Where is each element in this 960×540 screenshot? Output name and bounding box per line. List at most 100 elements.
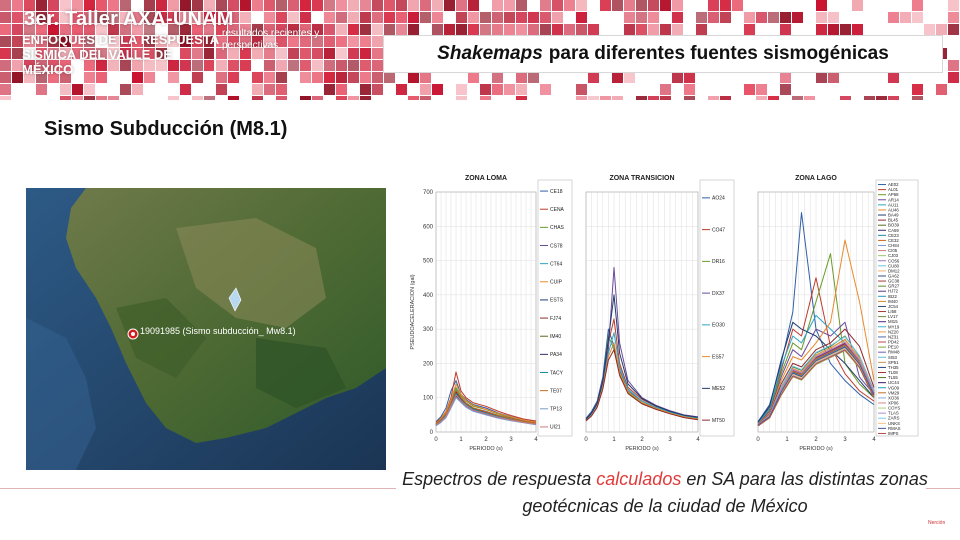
mosaic-tile (528, 24, 539, 35)
mosaic-tile (216, 0, 227, 11)
mosaic-tile (612, 96, 623, 100)
mosaic-tile (348, 96, 359, 100)
x-tick-label: 3 (668, 437, 672, 443)
mosaic-tile (264, 0, 275, 11)
mosaic-tile (408, 72, 419, 83)
mosaic-tile (72, 24, 83, 35)
mosaic-tile (420, 96, 431, 100)
x-axis-label: PERIODO (s) (799, 446, 832, 452)
mosaic-tile (336, 60, 347, 71)
mosaic-tile (336, 0, 347, 11)
x-tick-label: 1 (612, 437, 616, 443)
mosaic-tile (912, 84, 923, 95)
chart-panel: ZONA TRANSICION 0 1 2 3 4 PERIODO (s) AO24 CO47 D… (584, 175, 735, 452)
mosaic-tile (0, 36, 11, 47)
mosaic-tile (96, 12, 107, 23)
legend-entry: GA62 (888, 273, 900, 278)
mosaic-tile (96, 48, 107, 59)
mosaic-tile (144, 12, 155, 23)
mosaic-tile (192, 36, 203, 47)
mosaic-tile (120, 12, 131, 23)
mosaic-tile (564, 24, 575, 35)
mosaic-tile (204, 48, 215, 59)
mosaic-tile (384, 72, 395, 83)
mosaic-tile (84, 0, 95, 11)
mosaic-tile (648, 0, 659, 11)
mosaic-tile (228, 24, 239, 35)
response-spectra-figure: ZONA LOMA 0 1 2 3 4 0 100 200 300 400 500 600 700 PERI… (398, 162, 930, 458)
mosaic-tile (312, 60, 323, 71)
mosaic-tile (708, 12, 719, 23)
mosaic-tile (516, 0, 527, 11)
mosaic-tile (480, 96, 491, 100)
mosaic-tile (396, 0, 407, 11)
mosaic-tile (828, 12, 839, 23)
mosaic-tile (444, 0, 455, 11)
mosaic-tile (96, 0, 107, 11)
mosaic-tile (468, 12, 479, 23)
mosaic-tile (384, 0, 395, 11)
mosaic-tile (468, 24, 479, 35)
mosaic-tile (816, 24, 827, 35)
mosaic-tile (336, 48, 347, 59)
series-line (757, 239, 875, 425)
mosaic-tile (504, 12, 515, 23)
mosaic-tile (120, 84, 131, 95)
mosaic-tile (216, 12, 227, 23)
legend-entry: SI53 (888, 355, 897, 360)
mosaic-tile (48, 60, 59, 71)
mosaic-tile (252, 96, 263, 100)
legend-entry: EO30 (712, 323, 725, 329)
mosaic-tile (168, 0, 179, 11)
mosaic-tile (372, 48, 383, 59)
mosaic-tile (252, 48, 263, 59)
earthquake-marker-icon[interactable] (127, 328, 139, 340)
header-divider (214, 14, 216, 72)
mosaic-tile (456, 0, 467, 11)
mosaic-tile (168, 24, 179, 35)
legend-entry: AU11 (888, 202, 899, 207)
mosaic-tile (324, 84, 335, 95)
legend-entry: CO47 (712, 227, 725, 233)
legend-entry: ZARS (888, 416, 900, 421)
x-tick-label: 4 (534, 437, 538, 443)
mosaic-tile (660, 0, 671, 11)
mosaic-tile (144, 60, 155, 71)
mosaic-tile (864, 96, 875, 100)
legend-entry: TL55 (888, 375, 898, 380)
mosaic-tile (276, 36, 287, 47)
mosaic-tile (60, 60, 71, 71)
mosaic-tile (180, 36, 191, 47)
mosaic-tile (48, 48, 59, 59)
legend-entry: BA49 (888, 213, 899, 218)
mosaic-tile (408, 96, 419, 100)
mosaic-tile (408, 24, 419, 35)
mosaic-tile (12, 72, 23, 83)
mosaic-tile (36, 48, 47, 59)
mosaic-tile (240, 12, 251, 23)
legend-entry: DX37 (712, 291, 725, 297)
mosaic-tile (216, 60, 227, 71)
mosaic-tile (0, 48, 11, 59)
mosaic-tile (912, 12, 923, 23)
legend-entry: BL45 (888, 218, 899, 223)
legend-entry: UI21 (550, 425, 561, 431)
legend-box (537, 179, 573, 437)
mosaic-tile (108, 96, 119, 100)
legend-entry: FJ74 (550, 316, 561, 322)
legend-entry: ESTS (550, 298, 564, 304)
mosaic-tile (492, 84, 503, 95)
legend-entry: VG09 (888, 385, 900, 390)
mosaic-tile (168, 12, 179, 23)
mosaic-tile (540, 84, 551, 95)
mosaic-tile (0, 60, 11, 71)
legend-entry: DM12 (888, 268, 900, 273)
legend-entry: GR27 (888, 284, 900, 289)
mosaic-tile (168, 36, 179, 47)
mosaic-tile (168, 96, 179, 100)
mosaic-tile (516, 12, 527, 23)
mosaic-tile (396, 24, 407, 35)
mosaic-tile (828, 24, 839, 35)
legend-entry: CA59 (888, 228, 899, 233)
mosaic-tile (348, 72, 359, 83)
